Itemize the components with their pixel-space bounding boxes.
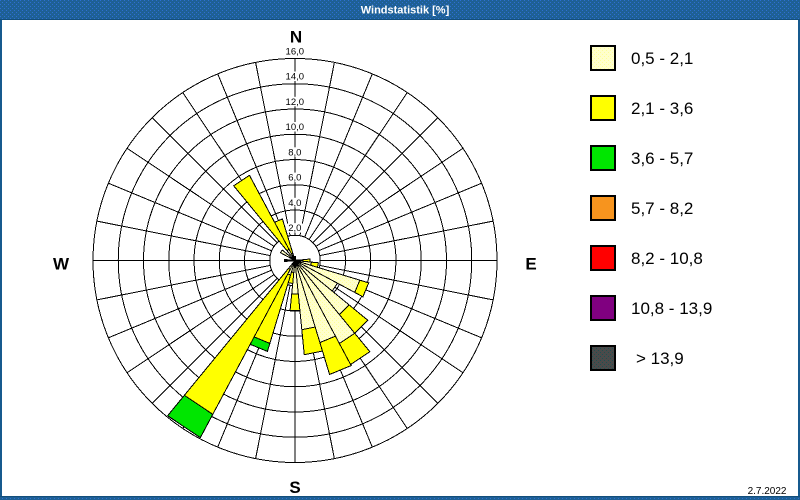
svg-text:W: W [53, 255, 70, 274]
svg-text:8,2 - 10,8: 8,2 - 10,8 [631, 249, 703, 268]
svg-text:Windstatistik [%]: Windstatistik [%] [361, 5, 450, 17]
svg-text:0,5 - 2,1: 0,5 - 2,1 [631, 49, 693, 68]
svg-text:2,1 - 3,6: 2,1 - 3,6 [631, 99, 693, 118]
svg-text:N: N [290, 28, 302, 47]
svg-text:12,0: 12,0 [286, 97, 305, 108]
svg-text:5,7 - 8,2: 5,7 - 8,2 [631, 199, 693, 218]
svg-text:2.7.2022: 2.7.2022 [748, 486, 787, 497]
svg-text:2,0: 2,0 [288, 223, 301, 234]
svg-text:E: E [525, 255, 536, 274]
svg-text:6,0: 6,0 [288, 173, 301, 184]
svg-text:> 13,9: > 13,9 [636, 349, 684, 368]
svg-text:10,0: 10,0 [286, 122, 305, 133]
svg-text:S: S [289, 478, 300, 497]
svg-text:16,0: 16,0 [286, 46, 305, 57]
svg-text:3,6 - 5,7: 3,6 - 5,7 [631, 149, 693, 168]
svg-text:10,8 - 13,9: 10,8 - 13,9 [631, 299, 712, 318]
svg-text:8,0: 8,0 [288, 147, 301, 158]
svg-text:14,0: 14,0 [286, 72, 305, 83]
svg-text:4,0: 4,0 [288, 198, 301, 209]
